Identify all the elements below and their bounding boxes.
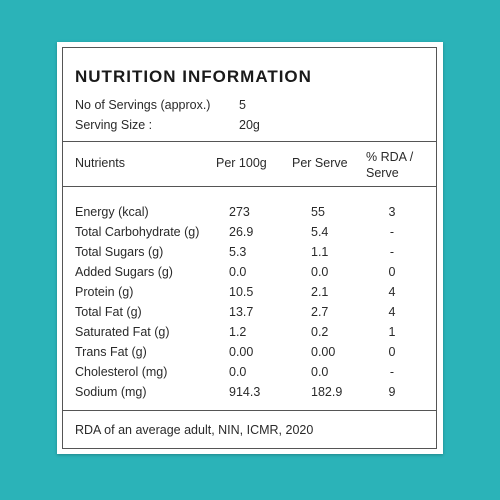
serving-value: 20g [239, 118, 260, 132]
serving-value: 5 [239, 98, 246, 112]
nutrient-name: Total Sugars (g) [75, 245, 164, 259]
nutrient-value: 0.00 [311, 345, 336, 359]
divider [63, 186, 436, 187]
nutrient-value: 0.00 [229, 345, 254, 359]
nutrient-value: 0 [388, 345, 396, 359]
nutrient-value: 273 [229, 205, 250, 219]
nutrient-name: Total Carbohydrate (g) [75, 225, 200, 239]
nutrient-value: 1 [388, 325, 396, 339]
nutrient-name: Trans Fat (g) [75, 345, 147, 359]
nutrient-value: 1.1 [311, 245, 329, 259]
nutrient-value: - [389, 245, 395, 259]
nutrient-value: 5.4 [311, 225, 329, 239]
nutrient-value: 914.3 [229, 385, 261, 399]
nutrient-value: 0.0 [229, 365, 247, 379]
nutrient-name: Added Sugars (g) [75, 265, 173, 279]
nutrient-value: 10.5 [229, 285, 254, 299]
divider [63, 141, 436, 142]
footer-note: RDA of an average adult, NIN, ICMR, 2020 [75, 423, 314, 437]
divider [63, 410, 436, 411]
nutrient-value: 0.0 [311, 365, 329, 379]
nutrient-value: 55 [311, 205, 325, 219]
nutrient-name: Cholesterol (mg) [75, 365, 168, 379]
nutrient-value: 2.7 [311, 305, 329, 319]
nutrient-value: 26.9 [229, 225, 254, 239]
nutrient-value: 0 [388, 265, 396, 279]
nutrient-value: 3 [388, 205, 396, 219]
nutrient-value: - [389, 365, 395, 379]
nutrient-name: Total Fat (g) [75, 305, 142, 319]
title: NUTRITION INFORMATION [75, 67, 312, 86]
column-header: Per 100g [216, 156, 267, 170]
nutrient-value: 2.1 [311, 285, 329, 299]
nutrition-card: NUTRITION INFORMATION RDA of an average … [57, 42, 443, 454]
nutrient-value: 9 [388, 385, 396, 399]
column-header: % RDA / Serve [366, 150, 414, 180]
nutrient-value: 0.0 [229, 265, 247, 279]
nutrient-value: 0.2 [311, 325, 329, 339]
column-header: Per Serve [292, 156, 348, 170]
nutrient-value: 13.7 [229, 305, 254, 319]
nutrient-name: Saturated Fat (g) [75, 325, 170, 339]
nutrient-value: 4 [388, 285, 396, 299]
nutrient-value: 5.3 [229, 245, 247, 259]
serving-label: No of Servings (approx.) [75, 98, 211, 112]
label-border: NUTRITION INFORMATION RDA of an average … [62, 47, 437, 449]
nutrient-value: - [389, 225, 395, 239]
column-header: Nutrients [75, 156, 126, 170]
nutrient-value: 1.2 [229, 325, 247, 339]
nutrient-value: 0.0 [311, 265, 329, 279]
nutrient-name: Protein (g) [75, 285, 134, 299]
nutrient-value: 182.9 [311, 385, 343, 399]
nutrient-value: 4 [388, 305, 396, 319]
nutrient-name: Energy (kcal) [75, 205, 149, 219]
nutrient-name: Sodium (mg) [75, 385, 147, 399]
serving-label: Serving Size : [75, 118, 153, 132]
